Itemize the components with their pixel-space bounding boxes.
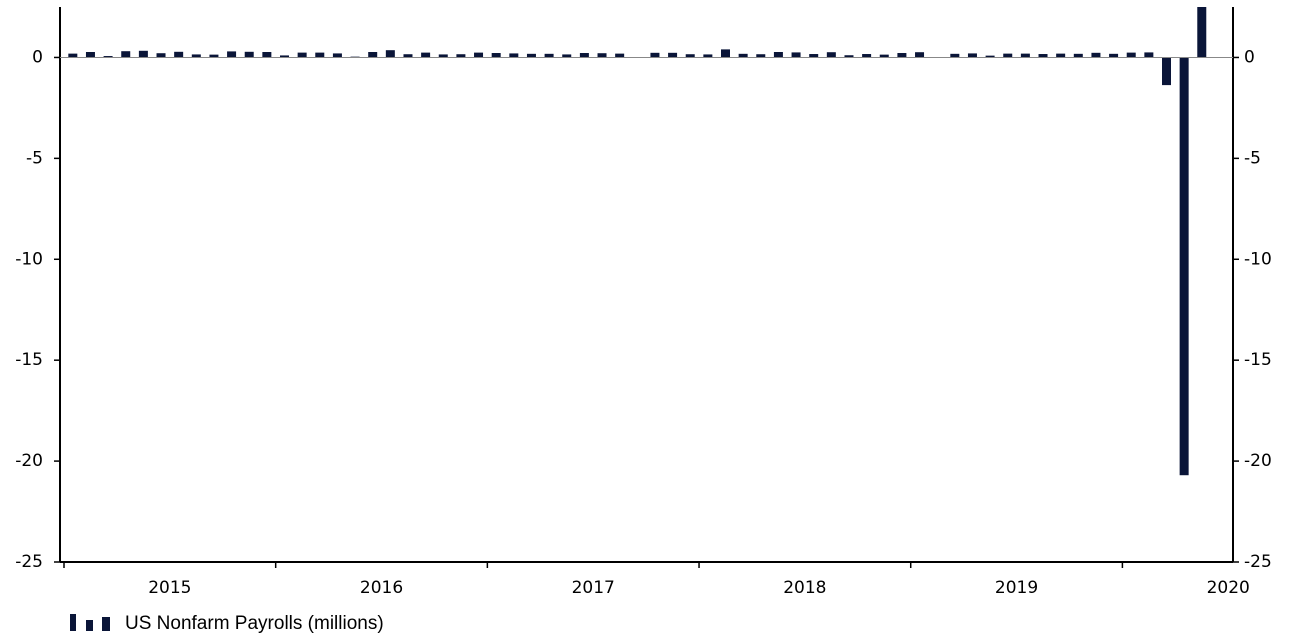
bar [1091,52,1101,58]
bar [668,52,678,58]
bar [703,54,713,58]
bar [809,54,819,58]
legend-icon [70,614,76,631]
bar [1179,57,1189,476]
bar [879,54,889,58]
bar [773,52,783,58]
y-tick-label: -5 [26,148,43,168]
bar [826,52,836,58]
bar [526,53,536,58]
bar [1144,52,1154,58]
bar [191,54,201,58]
y2-tick-label: -20 [1244,451,1272,471]
bar [967,53,977,58]
bar [297,52,307,58]
x-tick-label: 2015 [148,578,191,598]
bar [1003,53,1013,58]
bar [897,53,907,58]
bars [68,7,1207,476]
bar [985,55,995,58]
legend-icon [86,620,93,631]
bar [844,55,854,58]
bar [156,53,166,58]
bar [862,54,872,58]
y-tick-label: -15 [15,350,43,370]
bar [915,52,925,58]
legend-icon [102,617,110,631]
x-tick-label: 2016 [360,578,403,598]
bar [262,52,272,58]
y2-tick-label: -5 [1244,148,1261,168]
bar [403,54,413,58]
bar [1162,57,1171,86]
bar [562,54,572,58]
y-tick-label: -20 [15,451,43,471]
bar [791,52,801,58]
bar [209,54,219,58]
bar [685,54,695,58]
legend-label: US Nonfarm Payrolls (millions) [125,613,384,634]
bar [103,56,113,58]
bar [68,53,78,58]
y-tick-label: -25 [15,552,43,572]
bar [1109,53,1119,58]
bar [1056,53,1066,58]
bar [650,52,660,58]
bar [456,54,466,58]
bar [756,54,766,58]
bar [244,51,254,58]
y2-tick-label: -15 [1244,350,1272,370]
y2-tick-label: -25 [1244,552,1272,572]
bar [368,52,378,58]
bar [332,53,342,58]
bar [1020,53,1030,58]
bar [950,53,960,58]
x-tick-label: 2020 [1207,578,1250,598]
bar [491,53,501,58]
bar [1197,7,1207,58]
y-tick-label: -10 [15,249,43,269]
x-tick-label: 2019 [995,578,1038,598]
bar [721,49,730,58]
y-tick-label: 0 [32,47,43,67]
bar [385,50,395,58]
bar [1126,52,1136,58]
bar [579,53,589,58]
bar [421,52,431,58]
bar [1038,54,1048,58]
bar [121,51,131,58]
bar [315,52,325,58]
bar [597,53,607,58]
bar [138,50,148,58]
bar [1073,53,1083,58]
bar [738,53,748,58]
bar [509,53,519,58]
x-tick-label: 2017 [572,578,615,598]
bar [280,55,289,58]
bar [227,51,237,58]
y2-tick-label: 0 [1244,47,1255,67]
bar [474,52,484,58]
bar [615,53,625,58]
bar [544,53,554,58]
x-tick-label: 2018 [783,578,826,598]
bar [438,54,448,58]
bar [174,51,184,58]
y2-tick-label: -10 [1244,249,1272,269]
bar [85,52,95,58]
